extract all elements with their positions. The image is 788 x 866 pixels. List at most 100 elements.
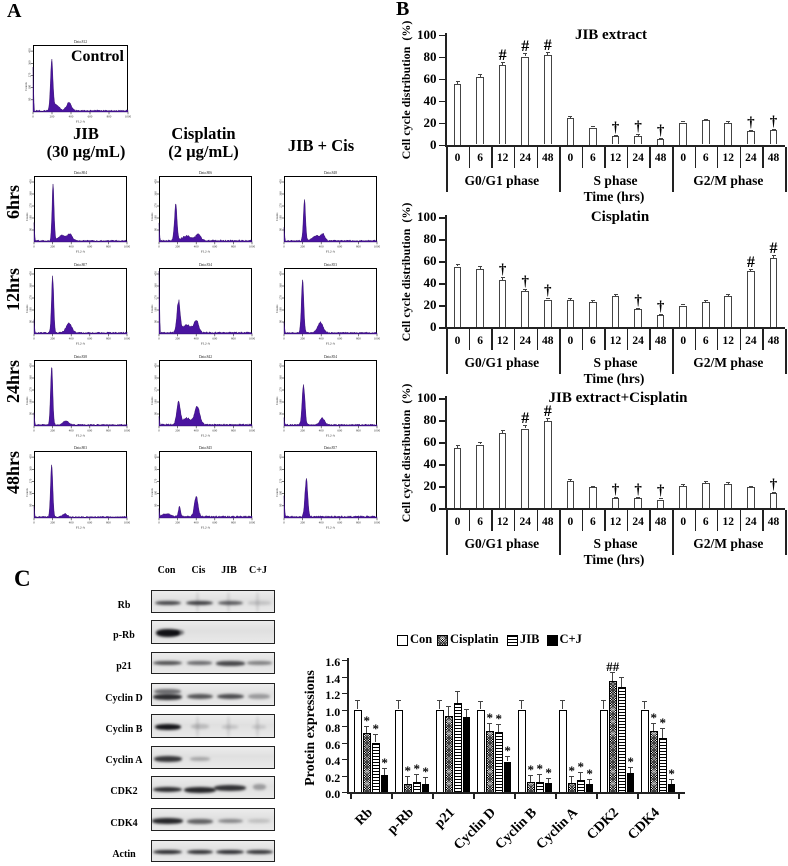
svg-text:400: 400 — [319, 245, 324, 249]
svg-text:Data.857: Data.857 — [324, 446, 337, 450]
svg-text:Counts: Counts — [275, 304, 279, 313]
svg-text:FL2-A: FL2-A — [326, 526, 336, 530]
svg-text:FL2-A: FL2-A — [326, 434, 336, 438]
svg-text:200: 200 — [50, 115, 55, 119]
svg-text:800: 800 — [106, 521, 111, 525]
svg-text:360: 360 — [27, 60, 31, 65]
svg-text:270: 270 — [278, 295, 282, 300]
svg-text:FL2-A: FL2-A — [326, 250, 336, 254]
svg-text:450: 450 — [153, 179, 157, 184]
svg-text:800: 800 — [231, 521, 236, 525]
svg-text:FL2-A: FL2-A — [201, 250, 211, 254]
svg-text:800: 800 — [231, 337, 236, 341]
svg-text:800: 800 — [231, 245, 236, 249]
svg-text:1000: 1000 — [125, 115, 131, 119]
svg-text:1000: 1000 — [374, 337, 380, 341]
svg-text:180: 180 — [28, 399, 32, 404]
svg-text:800: 800 — [356, 245, 361, 249]
svg-text:800: 800 — [106, 429, 111, 433]
svg-text:200: 200 — [50, 245, 55, 249]
svg-text:90: 90 — [278, 320, 282, 324]
svg-text:450: 450 — [278, 454, 282, 459]
svg-text:200: 200 — [50, 429, 55, 433]
svg-text:270: 270 — [28, 387, 32, 392]
svg-text:1000: 1000 — [124, 521, 130, 525]
svg-text:450: 450 — [278, 179, 282, 184]
svg-text:180: 180 — [153, 307, 157, 312]
svg-text:200: 200 — [300, 245, 305, 249]
svg-text:Data.838: Data.838 — [74, 355, 87, 359]
svg-text:600: 600 — [87, 337, 92, 341]
svg-text:450: 450 — [28, 271, 32, 276]
svg-text:360: 360 — [278, 375, 282, 380]
svg-text:800: 800 — [356, 521, 361, 525]
svg-text:FL2-A: FL2-A — [76, 342, 86, 346]
svg-text:0: 0 — [158, 337, 160, 341]
svg-text:450: 450 — [278, 271, 282, 276]
svg-text:0: 0 — [158, 429, 160, 433]
svg-text:200: 200 — [175, 245, 180, 249]
svg-text:200: 200 — [175, 337, 180, 341]
svg-text:400: 400 — [319, 337, 324, 341]
svg-text:Data.812: Data.812 — [74, 40, 87, 44]
svg-text:360: 360 — [28, 375, 32, 380]
svg-text:600: 600 — [212, 245, 217, 249]
svg-text:1000: 1000 — [124, 245, 130, 249]
svg-text:180: 180 — [28, 307, 32, 312]
svg-text:90: 90 — [27, 97, 31, 101]
svg-text:200: 200 — [300, 337, 305, 341]
svg-text:270: 270 — [278, 203, 282, 208]
svg-text:360: 360 — [153, 375, 157, 380]
svg-text:FL2-A: FL2-A — [76, 526, 86, 530]
svg-text:Data.834: Data.834 — [199, 263, 212, 267]
svg-text:Counts: Counts — [275, 212, 279, 221]
svg-text:270: 270 — [28, 203, 32, 208]
svg-text:Counts: Counts — [25, 212, 29, 221]
svg-text:FL2-A: FL2-A — [201, 342, 211, 346]
svg-text:FL2-A: FL2-A — [76, 434, 86, 438]
svg-text:360: 360 — [278, 466, 282, 471]
svg-text:600: 600 — [87, 245, 92, 249]
svg-text:600: 600 — [337, 337, 342, 341]
svg-text:90: 90 — [278, 228, 282, 232]
svg-text:200: 200 — [175, 521, 180, 525]
svg-text:270: 270 — [28, 295, 32, 300]
svg-text:Counts: Counts — [150, 487, 154, 496]
svg-text:Counts: Counts — [25, 487, 29, 496]
svg-text:450: 450 — [28, 454, 32, 459]
svg-text:400: 400 — [69, 429, 74, 433]
svg-text:800: 800 — [106, 337, 111, 341]
svg-text:Data.804: Data.804 — [74, 171, 87, 175]
svg-text:450: 450 — [28, 179, 32, 184]
svg-text:Counts: Counts — [275, 396, 279, 405]
svg-text:200: 200 — [300, 521, 305, 525]
svg-text:800: 800 — [107, 115, 112, 119]
svg-text:600: 600 — [337, 245, 342, 249]
svg-text:90: 90 — [153, 412, 157, 416]
svg-text:270: 270 — [278, 478, 282, 483]
svg-text:90: 90 — [153, 503, 157, 507]
svg-text:FL2-A: FL2-A — [201, 526, 211, 530]
svg-text:600: 600 — [87, 521, 92, 525]
svg-text:1000: 1000 — [249, 521, 255, 525]
svg-text:400: 400 — [69, 337, 74, 341]
svg-text:0: 0 — [33, 337, 35, 341]
svg-text:180: 180 — [153, 215, 157, 220]
svg-text:270: 270 — [278, 387, 282, 392]
svg-text:270: 270 — [153, 387, 157, 392]
svg-text:1000: 1000 — [249, 429, 255, 433]
svg-text:180: 180 — [153, 399, 157, 404]
svg-text:400: 400 — [194, 521, 199, 525]
svg-text:90: 90 — [278, 503, 282, 507]
svg-text:90: 90 — [28, 320, 32, 324]
svg-text:0: 0 — [158, 245, 160, 249]
svg-text:360: 360 — [28, 191, 32, 196]
svg-text:90: 90 — [28, 412, 32, 416]
svg-text:1000: 1000 — [249, 245, 255, 249]
svg-text:Data.806: Data.806 — [199, 171, 212, 175]
svg-text:Counts: Counts — [25, 396, 29, 405]
svg-text:270: 270 — [153, 478, 157, 483]
svg-text:1000: 1000 — [249, 337, 255, 341]
svg-text:450: 450 — [153, 271, 157, 276]
svg-text:270: 270 — [28, 478, 32, 483]
